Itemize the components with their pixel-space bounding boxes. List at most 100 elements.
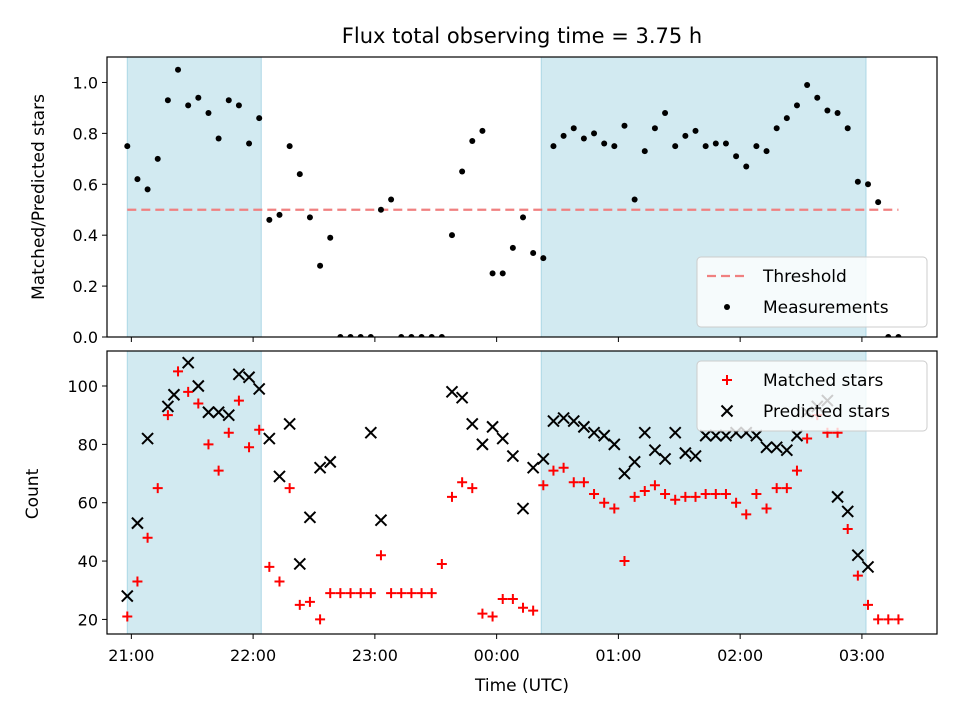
matched-star-marker bbox=[183, 386, 194, 397]
matched-star-marker bbox=[193, 398, 204, 409]
legend-predicted-swatch bbox=[720, 404, 734, 418]
matched-star-marker bbox=[599, 497, 610, 508]
legend-label: Measurements bbox=[763, 298, 889, 318]
measurement-point bbox=[306, 214, 313, 221]
measurement-point bbox=[438, 334, 445, 337]
measurement-point bbox=[327, 234, 334, 241]
measurement-point bbox=[550, 143, 557, 150]
predicted-star-marker bbox=[364, 426, 378, 439]
measurement-point bbox=[448, 232, 455, 239]
matched-star-marker bbox=[649, 480, 660, 491]
measurement-point bbox=[276, 211, 283, 218]
measurement-point bbox=[854, 178, 861, 185]
predicted-star-marker bbox=[537, 452, 550, 466]
predicted-star-marker bbox=[638, 426, 651, 439]
matched-star-marker bbox=[335, 588, 346, 599]
top-y-tick-label: 1.0 bbox=[73, 73, 98, 92]
matched-star-marker bbox=[213, 465, 224, 476]
measurement-point bbox=[418, 334, 425, 337]
predicted-star-marker bbox=[445, 385, 459, 399]
measurement-point bbox=[601, 140, 608, 147]
measurement-point bbox=[134, 176, 141, 183]
matched-star-marker bbox=[710, 488, 721, 499]
matched-star-marker bbox=[781, 483, 792, 494]
bottom-y-axis-label: Count bbox=[23, 468, 43, 519]
matched-star-marker bbox=[173, 366, 184, 377]
predicted-star-marker bbox=[587, 426, 601, 439]
measurement-point bbox=[793, 102, 800, 109]
matched-star-marker bbox=[863, 599, 874, 610]
bottom-legend: Matched stars Predicted stars bbox=[696, 360, 928, 432]
predicted-star-marker bbox=[121, 589, 134, 603]
x-tick-label: 23:00 bbox=[352, 646, 398, 665]
predicted-star-marker bbox=[831, 490, 844, 504]
predicted-star-marker bbox=[547, 414, 560, 428]
top-y-axis-label: Matched/Predicted stars bbox=[29, 94, 49, 300]
matched-star-marker bbox=[690, 491, 701, 502]
predicted-star-marker bbox=[608, 438, 621, 451]
x-tick-label: 21:00 bbox=[108, 646, 154, 665]
predicted-star-marker bbox=[577, 420, 591, 434]
predicted-star-marker bbox=[161, 400, 175, 413]
predicted-star-marker bbox=[841, 505, 854, 518]
matched-star-marker bbox=[396, 588, 407, 599]
predicted-star-marker bbox=[506, 449, 520, 463]
matched-star-marker bbox=[325, 588, 336, 599]
predicted-star-marker bbox=[669, 426, 682, 439]
legend-measurement-swatch bbox=[724, 304, 730, 310]
matched-star-marker bbox=[507, 593, 518, 604]
predicted-star-marker bbox=[516, 502, 530, 515]
matched-star-marker bbox=[274, 576, 285, 587]
matched-star-marker bbox=[751, 488, 762, 499]
x-tick-label: 22:00 bbox=[230, 646, 276, 665]
measurement-point bbox=[885, 334, 892, 337]
matched-star-marker bbox=[416, 588, 427, 599]
predicted-star-marker bbox=[131, 516, 144, 530]
measurement-point bbox=[296, 171, 303, 178]
matched-star-marker bbox=[518, 602, 529, 613]
measurement-point bbox=[246, 140, 253, 147]
measurement-point bbox=[509, 244, 516, 251]
top-y-tick-label: 0.2 bbox=[73, 277, 98, 296]
matched-star-marker bbox=[639, 486, 650, 497]
predicted-star-marker bbox=[760, 441, 773, 454]
matched-star-marker bbox=[883, 614, 894, 625]
measurement-point bbox=[672, 143, 679, 150]
predicted-star-marker bbox=[709, 429, 723, 442]
matched-star-marker bbox=[386, 588, 397, 599]
top-y-tick-label: 0.0 bbox=[73, 328, 98, 347]
measurement-point bbox=[388, 196, 395, 203]
predicted-star-marker bbox=[252, 382, 266, 396]
matched-star-marker bbox=[122, 611, 133, 622]
measurement-point bbox=[286, 143, 293, 150]
predicted-star-marker bbox=[222, 408, 235, 422]
predicted-star-marker bbox=[283, 417, 296, 431]
measurement-point bbox=[377, 206, 384, 213]
measurement-point bbox=[317, 262, 324, 269]
predicted-star-marker bbox=[780, 443, 794, 457]
matched-star-marker bbox=[142, 532, 153, 543]
matched-star-marker bbox=[304, 596, 315, 607]
matched-star-marker bbox=[589, 488, 600, 499]
matched-star-marker bbox=[528, 605, 539, 616]
predicted-star-marker bbox=[648, 443, 662, 457]
measurement-point bbox=[235, 102, 242, 109]
measurement-point bbox=[702, 143, 709, 150]
measurement-point bbox=[225, 97, 232, 104]
predicted-star-marker bbox=[374, 514, 388, 527]
predicted-star-marker bbox=[466, 417, 479, 431]
predicted-star-marker bbox=[557, 411, 570, 425]
matched-star-marker bbox=[294, 599, 305, 610]
measurement-point bbox=[783, 115, 790, 122]
x-tick-label: 03:00 bbox=[839, 646, 885, 665]
predicted-star-marker bbox=[455, 391, 469, 404]
bottom-shaded-region bbox=[126, 350, 262, 635]
x-tick-label: 02:00 bbox=[717, 646, 763, 665]
measurement-point bbox=[428, 334, 435, 337]
measurement-point bbox=[408, 334, 415, 337]
matched-star-marker bbox=[203, 439, 214, 450]
predicted-star-marker bbox=[167, 388, 181, 401]
measurement-point bbox=[357, 334, 364, 337]
matched-star-marker bbox=[355, 588, 366, 599]
bottom-y-tick-label: 80 bbox=[78, 435, 98, 454]
